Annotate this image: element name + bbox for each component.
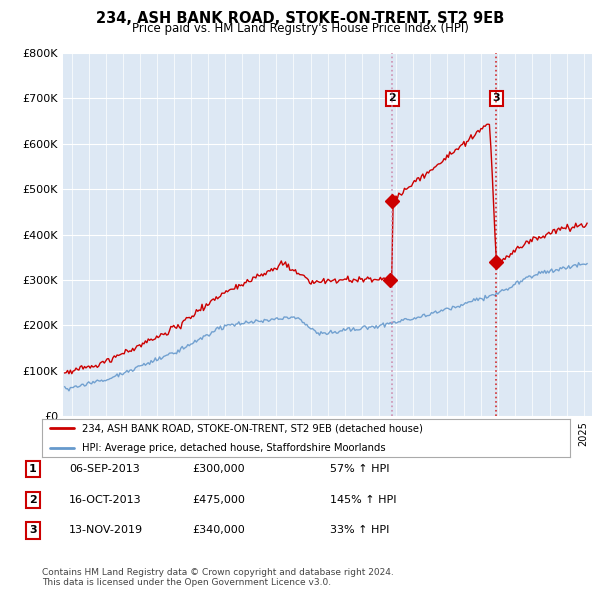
Text: £300,000: £300,000 bbox=[192, 464, 245, 474]
Text: 1: 1 bbox=[29, 464, 37, 474]
Text: 145% ↑ HPI: 145% ↑ HPI bbox=[330, 495, 397, 504]
Text: Contains HM Land Registry data © Crown copyright and database right 2024.: Contains HM Land Registry data © Crown c… bbox=[42, 568, 394, 577]
Text: Price paid vs. HM Land Registry's House Price Index (HPI): Price paid vs. HM Land Registry's House … bbox=[131, 22, 469, 35]
Text: 06-SEP-2013: 06-SEP-2013 bbox=[69, 464, 140, 474]
Text: 2: 2 bbox=[29, 495, 37, 504]
Text: HPI: Average price, detached house, Staffordshire Moorlands: HPI: Average price, detached house, Staf… bbox=[82, 442, 385, 453]
Text: This data is licensed under the Open Government Licence v3.0.: This data is licensed under the Open Gov… bbox=[42, 578, 331, 588]
Text: 33% ↑ HPI: 33% ↑ HPI bbox=[330, 526, 389, 535]
Text: 3: 3 bbox=[492, 93, 500, 103]
Text: 234, ASH BANK ROAD, STOKE-ON-TRENT, ST2 9EB: 234, ASH BANK ROAD, STOKE-ON-TRENT, ST2 … bbox=[96, 11, 504, 25]
Text: £475,000: £475,000 bbox=[192, 495, 245, 504]
Text: 2: 2 bbox=[388, 93, 396, 103]
Text: 3: 3 bbox=[29, 526, 37, 535]
Text: 234, ASH BANK ROAD, STOKE-ON-TRENT, ST2 9EB (detached house): 234, ASH BANK ROAD, STOKE-ON-TRENT, ST2 … bbox=[82, 424, 422, 434]
Text: £340,000: £340,000 bbox=[192, 526, 245, 535]
Text: 57% ↑ HPI: 57% ↑ HPI bbox=[330, 464, 389, 474]
Text: 16-OCT-2013: 16-OCT-2013 bbox=[69, 495, 142, 504]
Text: 13-NOV-2019: 13-NOV-2019 bbox=[69, 526, 143, 535]
